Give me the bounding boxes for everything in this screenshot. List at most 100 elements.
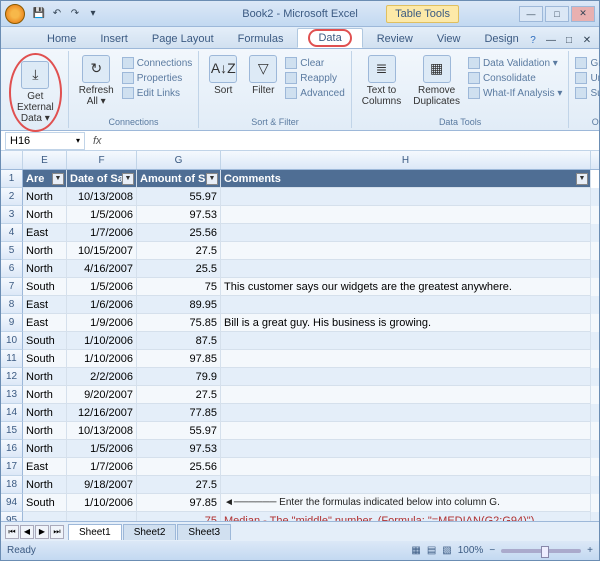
cell[interactable]: 25.5	[137, 260, 221, 278]
doc-minimize-icon[interactable]: —	[543, 32, 559, 48]
cell[interactable]: 97.85	[137, 494, 221, 512]
cell[interactable]	[23, 512, 67, 521]
cell[interactable]	[221, 188, 591, 206]
row-header-11[interactable]: 11	[1, 350, 23, 368]
tab-formulas[interactable]: Formulas	[228, 30, 294, 48]
row-header-94[interactable]: 94	[1, 494, 23, 512]
cell[interactable]	[221, 368, 591, 386]
table-row[interactable]: East1/6/200689.95	[23, 296, 599, 314]
tab-nav-first-icon[interactable]: ⏮	[5, 525, 19, 539]
table-row[interactable]: North10/15/200727.5	[23, 242, 599, 260]
tab-nav-next-icon[interactable]: ▶	[35, 525, 49, 539]
cell[interactable]: North	[23, 404, 67, 422]
cell[interactable]: 25.56	[137, 458, 221, 476]
row-header-18[interactable]: 18	[1, 476, 23, 494]
cell[interactable]: North	[23, 188, 67, 206]
cell[interactable]: 97.53	[137, 440, 221, 458]
cell[interactable]: North	[23, 260, 67, 278]
sheet-tab-sheet3[interactable]: Sheet3	[177, 524, 231, 540]
cell[interactable]: 1/10/2006	[67, 332, 137, 350]
cell[interactable]: This customer says our widgets are the g…	[221, 278, 591, 296]
cell[interactable]: North	[23, 386, 67, 404]
table-row[interactable]: South1/10/200697.85◄────── Enter the for…	[23, 494, 599, 512]
cell[interactable]: ◄────── Enter the formulas indicated bel…	[221, 494, 591, 512]
cell[interactable]: 10/15/2007	[67, 242, 137, 260]
advanced-button[interactable]: Advanced	[285, 86, 344, 100]
cell[interactable]: East	[23, 458, 67, 476]
row-header-8[interactable]: 8	[1, 296, 23, 314]
filter-arrow-icon[interactable]: ▼	[52, 173, 64, 185]
ungroup--button[interactable]: Ungroup ▾	[575, 71, 600, 85]
filter-arrow-icon[interactable]: ▼	[576, 173, 588, 185]
tab-view[interactable]: View	[427, 30, 471, 48]
tab-insert[interactable]: Insert	[90, 30, 138, 48]
column-header-E[interactable]: E	[23, 151, 67, 169]
table-row[interactable]: North10/13/200855.97	[23, 188, 599, 206]
cell[interactable]: East	[23, 314, 67, 332]
zoom-out-icon[interactable]: −	[489, 545, 495, 556]
cell[interactable]: 89.95	[137, 296, 221, 314]
tab-data[interactable]: Data	[297, 28, 362, 48]
table-row[interactable]: East1/7/200625.56	[23, 458, 599, 476]
zoom-in-icon[interactable]: +	[587, 545, 593, 556]
cell[interactable]: North	[23, 440, 67, 458]
row-header-16[interactable]: 16	[1, 440, 23, 458]
cell[interactable]: 87.5	[137, 332, 221, 350]
tab-nav-prev-icon[interactable]: ◀	[20, 525, 34, 539]
row-header-15[interactable]: 15	[1, 422, 23, 440]
cell[interactable]: 1/5/2006	[67, 440, 137, 458]
cell[interactable]: South	[23, 350, 67, 368]
cell[interactable]: 1/9/2006	[67, 314, 137, 332]
sheet-tab-sheet1[interactable]: Sheet1	[68, 524, 122, 540]
filter-arrow-icon[interactable]: ▼	[122, 173, 134, 185]
sheet-tab-sheet2[interactable]: Sheet2	[123, 524, 177, 540]
cell[interactable]: 77.85	[137, 404, 221, 422]
table-row[interactable]: North4/16/200725.5	[23, 260, 599, 278]
cell[interactable]: Bill is a great guy. His business is gro…	[221, 314, 591, 332]
name-box[interactable]: H16▾	[5, 132, 85, 150]
sort-button[interactable]: A↓ZSort	[205, 53, 241, 98]
cell[interactable]: 10/13/2008	[67, 188, 137, 206]
remove-button[interactable]: ▦RemoveDuplicates	[409, 53, 464, 109]
row-header-2[interactable]: 2	[1, 188, 23, 206]
cell[interactable]	[221, 260, 591, 278]
cell[interactable]: South	[23, 332, 67, 350]
column-header-G[interactable]: G	[137, 151, 221, 169]
text-to-button[interactable]: ≣Text toColumns	[358, 53, 405, 109]
cell[interactable]: 97.85	[137, 350, 221, 368]
table-row[interactable]: North12/16/200777.85	[23, 404, 599, 422]
zoom-level[interactable]: 100%	[458, 545, 484, 556]
cell[interactable]: 12/16/2007	[67, 404, 137, 422]
cell[interactable]: 9/18/2007	[67, 476, 137, 494]
select-all-corner[interactable]	[1, 151, 23, 169]
table-row[interactable]: East1/9/200675.85Bill is a great guy. Hi…	[23, 314, 599, 332]
cell[interactable]: 1/7/2006	[67, 224, 137, 242]
row-header-4[interactable]: 4	[1, 224, 23, 242]
cell[interactable]: 27.5	[137, 476, 221, 494]
worksheet-grid[interactable]: EFGH 12345678910111213141516171894959697…	[1, 151, 599, 521]
cell[interactable]: 55.97	[137, 188, 221, 206]
table-row[interactable]: North9/20/200727.5	[23, 386, 599, 404]
what-if-analysis--button[interactable]: What-If Analysis ▾	[468, 86, 563, 100]
table-row[interactable]: North2/2/200679.9	[23, 368, 599, 386]
cell[interactable]: 1/5/2006	[67, 206, 137, 224]
subtotal-button[interactable]: Subtotal	[575, 86, 600, 100]
cell[interactable]: 75	[137, 278, 221, 296]
tab-review[interactable]: Review	[367, 30, 423, 48]
fx-icon[interactable]: fx	[93, 135, 102, 147]
table-header-amount-of-s[interactable]: Amount of S▼	[137, 170, 221, 188]
close-button[interactable]: ✕	[571, 6, 595, 22]
undo-icon[interactable]: ↶	[49, 6, 65, 22]
row-header-10[interactable]: 10	[1, 332, 23, 350]
row-header-7[interactable]: 7	[1, 278, 23, 296]
cell[interactable]	[221, 242, 591, 260]
cell[interactable]: 1/7/2006	[67, 458, 137, 476]
cell[interactable]: North	[23, 242, 67, 260]
row-header-6[interactable]: 6	[1, 260, 23, 278]
cell[interactable]: 75.85	[137, 314, 221, 332]
redo-icon[interactable]: ↷	[67, 6, 83, 22]
cell[interactable]: East	[23, 224, 67, 242]
view-normal-icon[interactable]: ▦	[411, 545, 420, 556]
view-break-icon[interactable]: ▧	[442, 545, 451, 556]
column-header-H[interactable]: H	[221, 151, 591, 169]
